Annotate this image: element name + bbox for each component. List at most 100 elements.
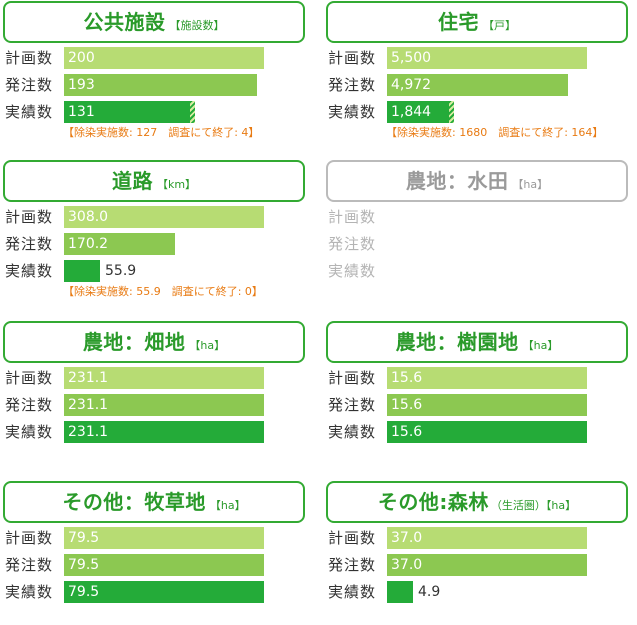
bar-row: 計画数 15.6 [326, 367, 628, 389]
bar-order [64, 233, 175, 255]
bar-row: 実績数 15.6 [326, 421, 628, 443]
chart-note: 【除染実施数: 1680 調査にて終了: 164】 [386, 126, 604, 139]
bar-plan [387, 367, 587, 389]
bar-plan [387, 47, 587, 69]
bar-actual [387, 581, 413, 603]
chart-unit: 【戸】 [483, 19, 516, 32]
bar-row: 実績数 79.5 [3, 581, 305, 603]
category-label: 実績数 [328, 583, 377, 601]
bar-value-label: 79.5 [68, 584, 100, 600]
chart-unit: 【施設数】 [169, 19, 225, 32]
bar-value-label: 170.2 [68, 236, 109, 252]
chart-panel: その他：牧草地 【ha】 計画数 79.5 発注数 79.5 実績数 79.5 [3, 481, 305, 625]
bar-row: 計画数 200 [3, 47, 305, 69]
bar-actual [64, 581, 264, 603]
chart-header: 農地：畑地 【ha】 [3, 321, 305, 363]
bar-row: 発注数 37.0 [326, 554, 628, 576]
bar-row: 計画数 79.5 [3, 527, 305, 549]
bar-plan [64, 47, 264, 69]
chart-title: その他:森林 [377, 490, 489, 514]
bar-value-label: 4.9 [418, 584, 441, 600]
bar-value-label: 37.0 [391, 530, 423, 546]
bar-value-label: 15.6 [391, 424, 423, 440]
bar-order [64, 554, 264, 576]
bar-row: 実績数 [326, 260, 628, 282]
bar-order [387, 554, 587, 576]
category-label: 計画数 [5, 208, 54, 226]
category-label: 計画数 [5, 369, 54, 387]
bar-actual [387, 101, 454, 123]
bar-value-label: 55.9 [105, 263, 137, 279]
bar-value-label: 15.6 [391, 397, 423, 413]
bar-plan [387, 527, 587, 549]
chart-unit: 【ha】 [512, 178, 549, 191]
chart-header: 公共施設 【施設数】 [3, 1, 305, 43]
chart-note: 【除染実施数: 55.9 調査にて終了: 0】 [63, 285, 263, 298]
chart-panel: 住宅 【戸】 計画数 5,500 発注数 4,972 実績数 1,844 【除染実施数: 168… [326, 1, 628, 145]
category-label: 実績数 [5, 103, 54, 121]
chart-header: 住宅 【戸】 [326, 1, 628, 43]
category-label: 計画数 [5, 529, 54, 547]
bar-value-label: 231.1 [68, 424, 109, 440]
bar-hatch [190, 101, 195, 123]
category-label: 実績数 [328, 262, 377, 280]
bar-row: 発注数 4,972 [326, 74, 628, 96]
bar-row: 計画数 37.0 [326, 527, 628, 549]
category-label: 実績数 [328, 423, 377, 441]
chart-panel: 農地：水田 【ha】計画数発注数実績数 [326, 160, 628, 304]
bar-value-label: 193 [68, 77, 95, 93]
chart-title: その他：牧草地 [62, 490, 206, 514]
bar-value-label: 79.5 [68, 557, 100, 573]
category-label: 発注数 [5, 76, 54, 94]
bar-row: 計画数 308.0 [3, 206, 305, 228]
chart-note: 【除染実施数: 127 調査にて終了: 4】 [63, 126, 260, 139]
chart-title: 農地：樹園地 [395, 330, 519, 354]
bar-value-label: 1,844 [391, 104, 432, 120]
bar-row: 実績数 55.9 [3, 260, 305, 282]
bar-plan [64, 206, 264, 228]
category-label: 発注数 [328, 235, 377, 253]
chart-header: その他：牧草地 【ha】 [3, 481, 305, 523]
chart-subunit: （生活圏） [490, 499, 546, 512]
category-label: 実績数 [5, 583, 54, 601]
bar-value-label: 231.1 [68, 397, 109, 413]
bar-value-label: 308.0 [68, 209, 109, 225]
bar-row: 発注数 170.2 [3, 233, 305, 255]
category-label: 実績数 [5, 423, 54, 441]
bar-plan [64, 367, 264, 389]
chart-header: その他:森林 （生活圏）【ha】 [326, 481, 628, 523]
chart-title: 住宅 [438, 10, 479, 34]
bar-row: 発注数 15.6 [326, 394, 628, 416]
bar-actual [64, 101, 195, 123]
category-label: 計画数 [328, 369, 377, 387]
bar-order [64, 74, 257, 96]
chart-header: 道路 【km】 [3, 160, 305, 202]
bar-row: 発注数 193 [3, 74, 305, 96]
chart-title: 道路 [111, 169, 153, 193]
category-label: 発注数 [5, 235, 54, 253]
bar-order [387, 74, 568, 96]
chart-unit: 【ha】 [189, 339, 226, 352]
bar-actual [64, 421, 264, 443]
chart-unit: 【ha】 [545, 499, 577, 512]
bar-row: 計画数 [326, 206, 628, 228]
bar-row: 実績数 131 [3, 101, 305, 123]
chart-panel: 公共施設 【施設数】計画数 200 発注数 193 実績数 131 【除染実施数: 127 調… [3, 1, 305, 145]
bar-plan [64, 527, 264, 549]
bar-hatch [449, 101, 454, 123]
chart-header: 農地：樹園地 【ha】 [326, 321, 628, 363]
chart-title: 農地：水田 [405, 169, 509, 193]
bar-order [387, 394, 587, 416]
chart-title: 農地：畑地 [82, 330, 186, 354]
bar-value-label: 131 [68, 104, 95, 120]
bar-value-label: 15.6 [391, 370, 423, 386]
bar-row: 計画数 231.1 [3, 367, 305, 389]
category-label: 実績数 [5, 262, 54, 280]
bar-value-label: 37.0 [391, 557, 423, 573]
bar-row: 実績数 1,844 [326, 101, 628, 123]
chart-title: 公共施設 [83, 10, 166, 34]
bar-row: 実績数 231.1 [3, 421, 305, 443]
bar-value-label: 4,972 [391, 77, 432, 93]
bar-actual [387, 421, 587, 443]
chart-header: 農地：水田 【ha】 [326, 160, 628, 202]
